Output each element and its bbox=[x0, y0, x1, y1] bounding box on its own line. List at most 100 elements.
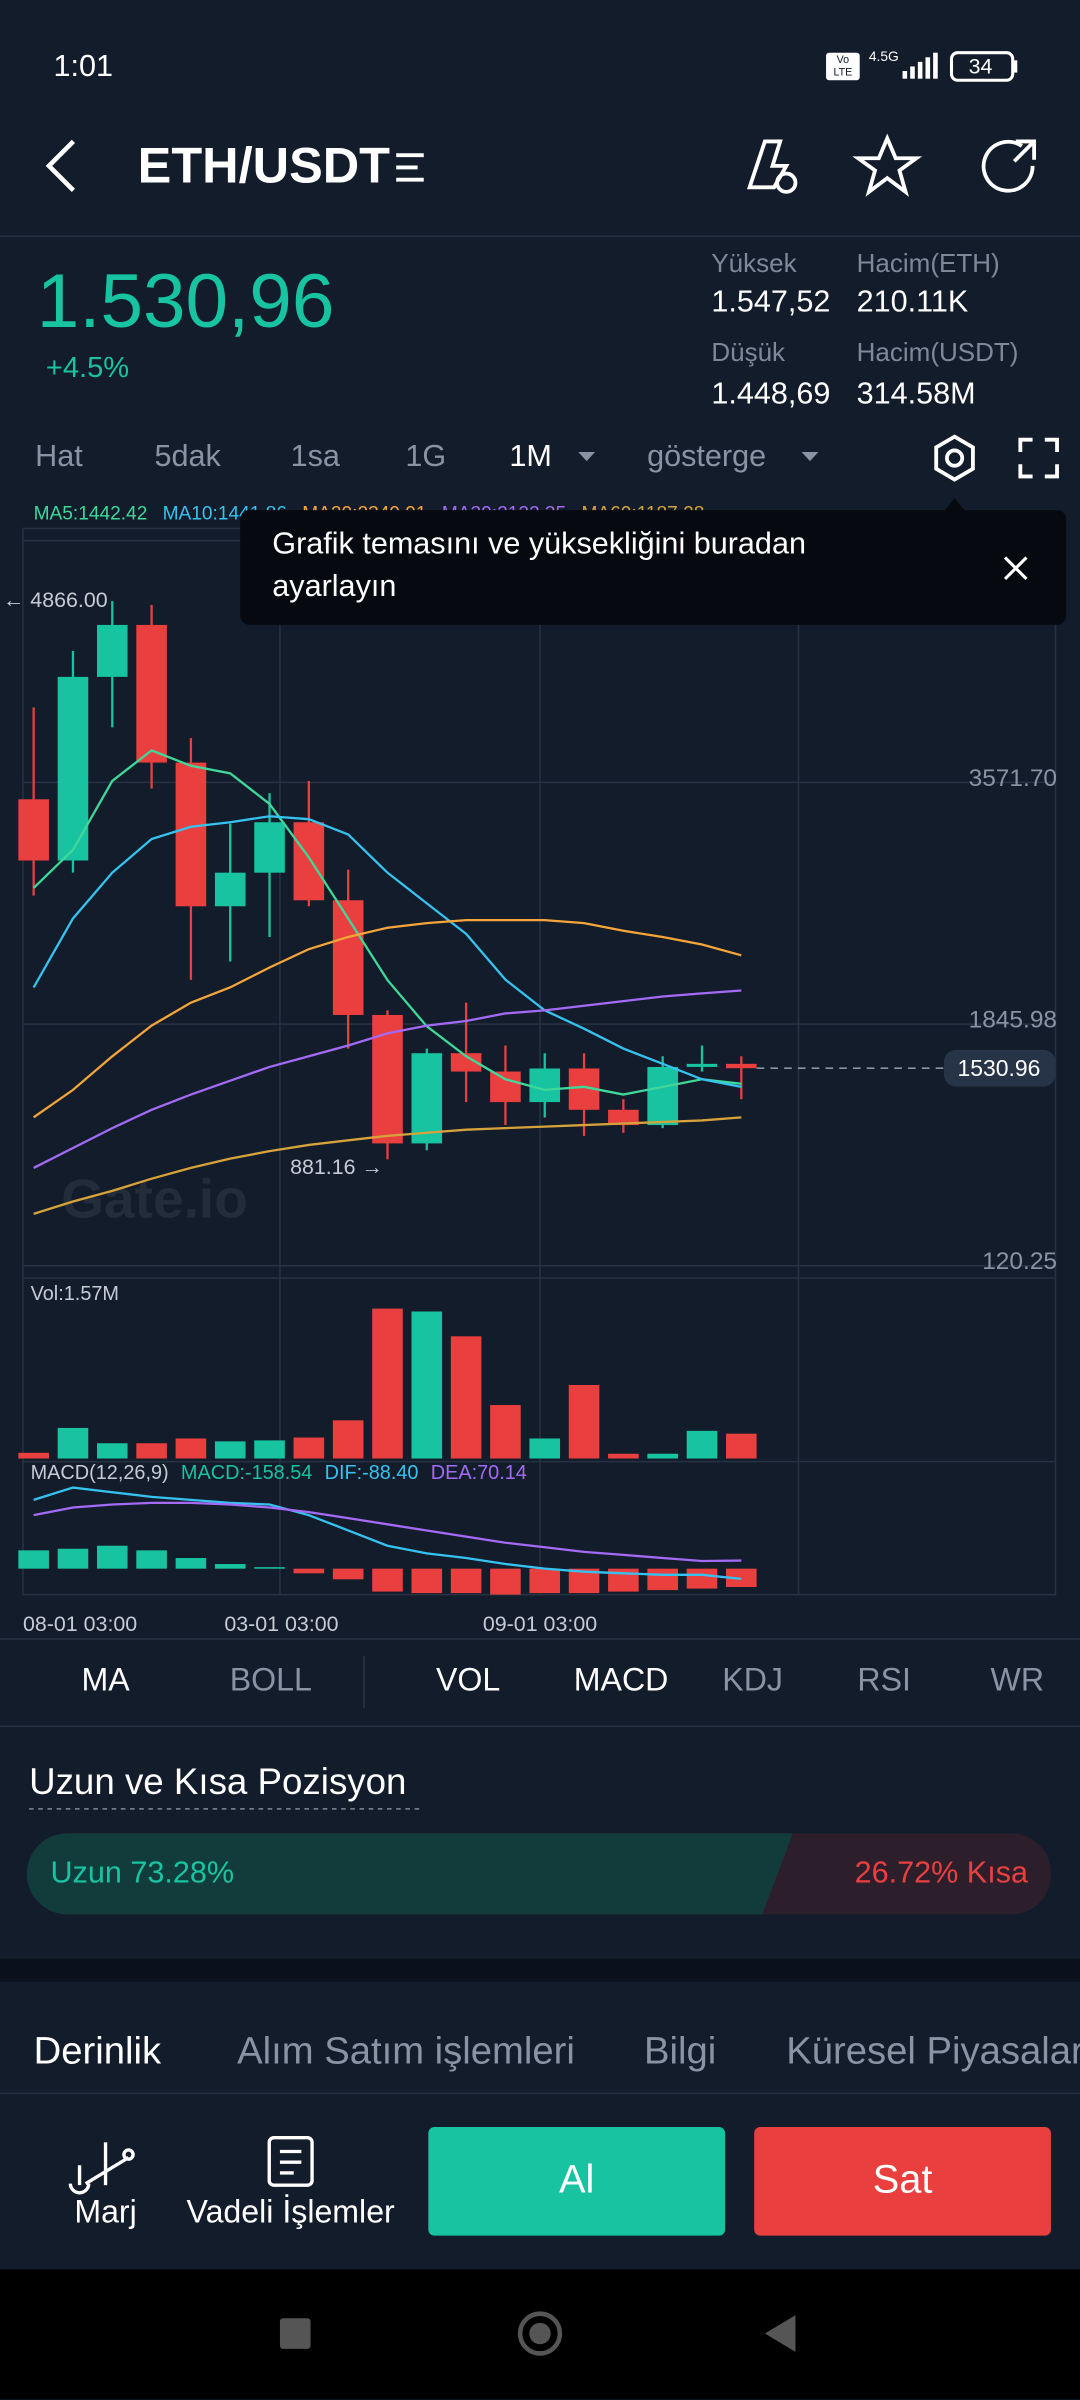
tab[interactable]: Alım Satım işlemleri bbox=[237, 2030, 575, 2073]
indicator-tab[interactable]: KDJ bbox=[722, 1661, 783, 1697]
candle-body bbox=[175, 762, 207, 907]
candle-body bbox=[490, 1071, 521, 1103]
candle-body bbox=[686, 1063, 718, 1067]
share-icon[interactable] bbox=[981, 139, 1037, 193]
macd-legend: DEA:70.14 bbox=[431, 1462, 527, 1484]
indicator-tab[interactable]: BOLL bbox=[230, 1661, 312, 1697]
candle-body bbox=[214, 872, 246, 907]
change: +4.5% bbox=[46, 352, 129, 384]
volume-bar bbox=[726, 1433, 757, 1459]
ma-line bbox=[33, 989, 742, 1169]
candle-body bbox=[529, 1068, 561, 1103]
buy-label[interactable]: Al bbox=[559, 2158, 594, 2202]
indicator-tab[interactable]: MACD bbox=[574, 1661, 669, 1697]
y-tick-label: 3571.70 bbox=[969, 765, 1057, 792]
long-label: Uzun 73.28% bbox=[50, 1856, 234, 1890]
macd-bar bbox=[450, 1568, 482, 1594]
volume-bar bbox=[411, 1311, 443, 1459]
ratio-bar: Uzun 73.28% 26.72% Kısa bbox=[26, 1833, 1051, 1915]
ma-legend: MA5:1442.42 bbox=[34, 504, 148, 525]
macd-legend: DIF:-88.40 bbox=[325, 1462, 419, 1484]
dea-line bbox=[33, 1501, 742, 1563]
candle-body bbox=[96, 624, 128, 677]
macd-bar bbox=[372, 1568, 403, 1592]
indicator-menu[interactable]: gösterge bbox=[647, 439, 766, 473]
macd-bar bbox=[57, 1548, 89, 1569]
high: 1.547,52 bbox=[711, 285, 830, 319]
indicator-tab[interactable]: VOL bbox=[436, 1661, 500, 1697]
pair-menu-icon[interactable] bbox=[396, 153, 424, 182]
settings-icon[interactable] bbox=[934, 434, 975, 482]
futures-icon[interactable] bbox=[267, 2136, 314, 2187]
network: 4.5G bbox=[869, 49, 899, 64]
chart: 5297.433571.701845.98120.25Gate.ioMA5:14… bbox=[3, 504, 1057, 1636]
volume-bar bbox=[175, 1438, 207, 1459]
margin-icon[interactable] bbox=[68, 2142, 135, 2195]
macd-bar bbox=[529, 1568, 561, 1594]
vol-base-label: Hacim(ETH) bbox=[857, 248, 1000, 278]
volume-bar bbox=[450, 1336, 482, 1459]
futures[interactable]: Vadeli İşlemler bbox=[187, 2194, 396, 2230]
dropdown-icon bbox=[578, 451, 596, 462]
back-button[interactable] bbox=[45, 139, 76, 192]
sell-label[interactable]: Sat bbox=[873, 2158, 933, 2202]
x-tick-label: 09-01 03:00 bbox=[483, 1612, 597, 1636]
alert-icon[interactable] bbox=[746, 139, 798, 194]
indicator-tab[interactable]: WR bbox=[991, 1661, 1044, 1697]
candle-body bbox=[136, 624, 167, 763]
low-label: Düşük bbox=[711, 337, 786, 367]
buy-button[interactable] bbox=[428, 2127, 726, 2236]
pair[interactable]: ETH/USDT bbox=[138, 136, 391, 193]
volume-bar bbox=[293, 1437, 325, 1459]
battery-tip bbox=[1012, 60, 1018, 73]
section-gap bbox=[0, 1958, 1080, 1982]
price: 1.530,96 bbox=[37, 259, 335, 344]
tab[interactable]: Küresel Piyasalar bbox=[786, 2030, 1080, 2073]
candle-body bbox=[293, 822, 325, 901]
macd-bar bbox=[293, 1568, 325, 1574]
interval[interactable]: Hat bbox=[35, 439, 83, 473]
macd-bar bbox=[214, 1564, 246, 1569]
volte-top: Vo bbox=[837, 54, 850, 66]
battery: 34 bbox=[969, 55, 993, 79]
high-marker: ← 4866.00 bbox=[3, 588, 108, 612]
fullscreen-icon[interactable] bbox=[1018, 437, 1059, 479]
nav-home[interactable] bbox=[517, 2311, 563, 2356]
nav-back[interactable] bbox=[764, 2315, 796, 2352]
tab[interactable]: Bilgi bbox=[644, 2030, 716, 2073]
ma-line bbox=[32, 749, 742, 1096]
favorite-icon[interactable] bbox=[852, 133, 923, 197]
indicator-tab[interactable]: RSI bbox=[857, 1661, 911, 1697]
interval[interactable]: 5dak bbox=[155, 439, 222, 473]
nav-recents[interactable] bbox=[279, 2318, 311, 2349]
volume-bar bbox=[96, 1443, 128, 1459]
tooltip-close[interactable] bbox=[1003, 556, 1028, 581]
volume-bar bbox=[57, 1427, 89, 1459]
interval[interactable]: 1sa bbox=[291, 439, 340, 473]
long-bar bbox=[26, 1833, 793, 1915]
x-tick-label: 08-01 03:00 bbox=[23, 1612, 137, 1636]
macd-bar bbox=[18, 1550, 49, 1569]
tab-active[interactable]: Derinlik bbox=[34, 2030, 162, 2073]
time: 1:01 bbox=[54, 49, 114, 83]
candle-body bbox=[450, 1053, 482, 1072]
indicator-tab[interactable]: MA bbox=[81, 1661, 130, 1697]
macd-bar bbox=[254, 1567, 285, 1569]
short-label: 26.72% Kısa bbox=[855, 1856, 1028, 1890]
macd-bar bbox=[647, 1568, 678, 1591]
high-label: Yüksek bbox=[711, 248, 797, 278]
last-price-label: 1530.96 bbox=[957, 1055, 1040, 1081]
volume-bar bbox=[608, 1453, 639, 1459]
y-tick-label: 1845.98 bbox=[969, 1006, 1057, 1033]
volume-bar bbox=[568, 1385, 600, 1459]
sell-button[interactable] bbox=[754, 2127, 1051, 2236]
candle-body bbox=[647, 1066, 678, 1126]
interval[interactable]: 1G bbox=[405, 439, 446, 473]
volume-label: Vol:1.57M bbox=[31, 1283, 119, 1305]
ma-line bbox=[33, 1116, 742, 1215]
y-tick-label: 120.25 bbox=[982, 1248, 1057, 1275]
margin[interactable]: Marj bbox=[74, 2194, 136, 2230]
interval-active[interactable]: 1M bbox=[509, 439, 551, 473]
